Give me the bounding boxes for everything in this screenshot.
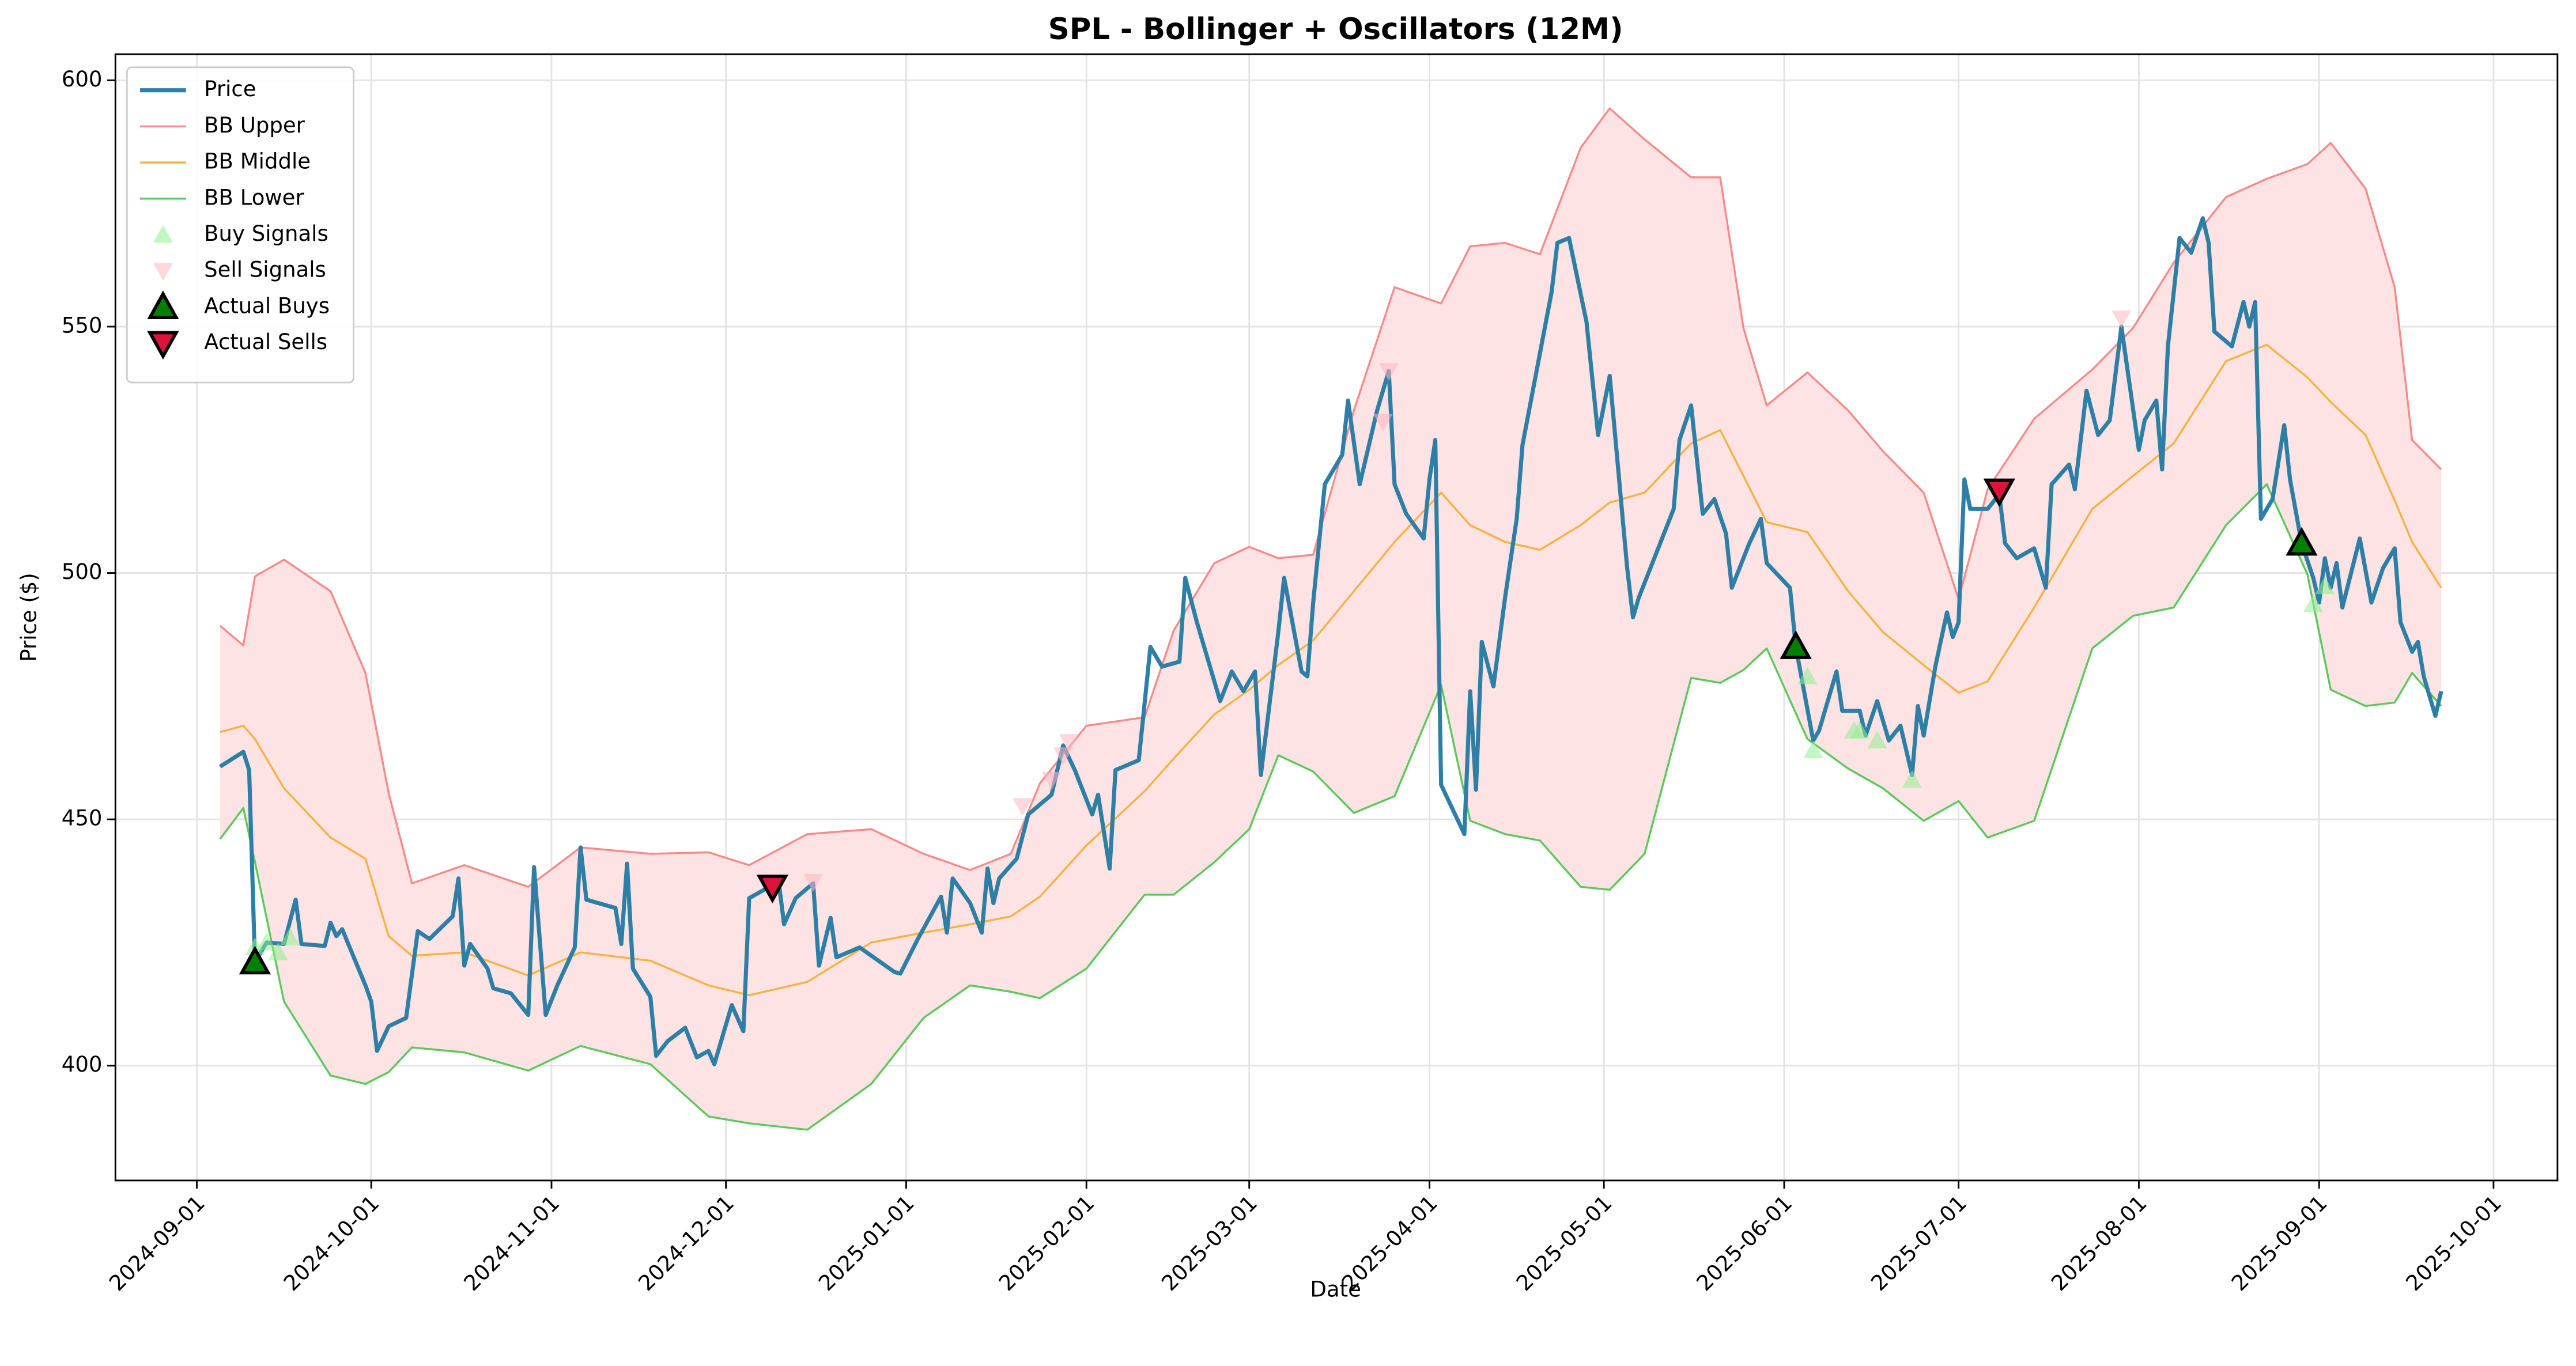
marker bbox=[1053, 747, 1073, 766]
line bbox=[220, 343, 2442, 997]
y-axis-label: Price ($) bbox=[17, 573, 41, 662]
marker bbox=[239, 945, 271, 975]
line bbox=[219, 483, 2442, 1131]
legend-handle bbox=[153, 263, 173, 281]
line bbox=[219, 107, 2442, 888]
marker bbox=[1373, 414, 1393, 432]
marker bbox=[1902, 770, 1922, 788]
legend-box bbox=[126, 66, 354, 384]
y-tick-label: 500 bbox=[62, 559, 103, 584]
marker bbox=[803, 874, 824, 892]
marker bbox=[2303, 594, 2324, 612]
y-tick-label: 400 bbox=[62, 1052, 103, 1077]
y-tick-label: 450 bbox=[62, 806, 103, 831]
marker bbox=[1780, 630, 1812, 659]
marker bbox=[1013, 798, 1033, 816]
marker bbox=[1850, 721, 1870, 739]
marker bbox=[279, 928, 300, 946]
legend-handle bbox=[147, 290, 179, 319]
marker bbox=[268, 942, 288, 960]
legend-label: Actual Sells bbox=[204, 330, 327, 354]
line bbox=[218, 216, 2443, 1066]
marker bbox=[1867, 731, 1887, 748]
x-axis-label: Date bbox=[1310, 1277, 1361, 1301]
marker bbox=[1059, 734, 1079, 752]
legend-label: Sell Signals bbox=[204, 258, 326, 282]
marker bbox=[1983, 478, 2015, 508]
legend-handle bbox=[153, 225, 173, 243]
marker bbox=[2286, 527, 2318, 556]
legend-label: BB Upper bbox=[204, 113, 305, 138]
legend-label: BB Lower bbox=[204, 185, 304, 210]
marker bbox=[2315, 576, 2335, 595]
legend-handle bbox=[147, 331, 179, 360]
legend-label: Price bbox=[204, 77, 256, 101]
y-tick-label: 600 bbox=[62, 67, 103, 92]
marker bbox=[1041, 772, 1062, 790]
marker bbox=[1803, 740, 1823, 759]
marker bbox=[1378, 363, 1399, 381]
legend-label: Buy Signals bbox=[204, 221, 328, 246]
marker bbox=[256, 932, 277, 951]
y-tick-label: 550 bbox=[62, 313, 103, 338]
chart-title: SPL - Bollinger + Oscillators (12M) bbox=[1048, 12, 1623, 47]
marker bbox=[1797, 667, 1818, 684]
plot-frame bbox=[114, 53, 2559, 1182]
legend-label: Actual Buys bbox=[204, 293, 330, 318]
legend-label: BB Middle bbox=[204, 149, 311, 174]
marker bbox=[756, 875, 789, 903]
marker bbox=[2112, 310, 2132, 328]
